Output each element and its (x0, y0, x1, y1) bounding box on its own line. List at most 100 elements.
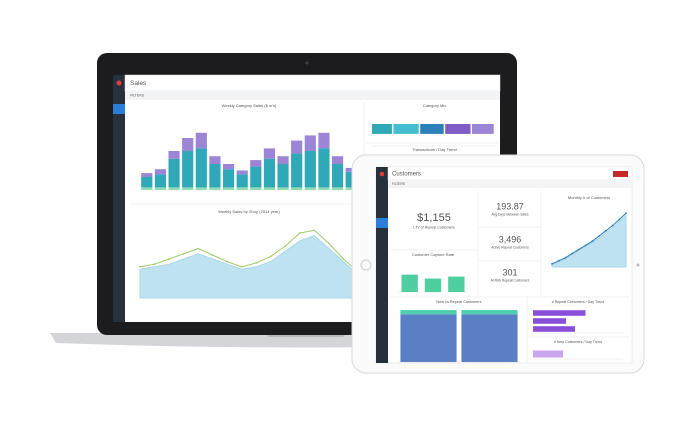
bar-segment (250, 166, 262, 188)
bar-segment (168, 187, 180, 190)
chart-title: Weekly Category Sales ($ m's) (222, 103, 277, 108)
bar-segment (209, 164, 221, 188)
kpi-value: 193.87 (496, 201, 524, 211)
kpi-label: Avg Days Between Sales (492, 213, 529, 217)
bar-segment (331, 187, 344, 190)
bar-segment (195, 132, 207, 149)
point (211, 254, 214, 256)
line (139, 229, 359, 273)
mix-segment (372, 124, 392, 134)
point (269, 255, 272, 258)
chart-title: Monthly # of Customers (568, 195, 610, 200)
chart-title: # New Customers / Day Trend (554, 340, 602, 344)
tablet-logo (379, 171, 385, 177)
mix-segment (472, 124, 494, 134)
mix-segment (420, 124, 444, 134)
point (168, 258, 170, 260)
point (255, 262, 258, 264)
bar-segment (461, 310, 518, 315)
tablet-nav-active (376, 218, 388, 228)
bar-segment (304, 151, 316, 188)
point (591, 240, 594, 243)
bar-segment (291, 153, 303, 188)
tablet-sidebar (376, 167, 388, 363)
point (313, 229, 316, 232)
point (328, 242, 330, 245)
point (598, 235, 600, 237)
chart-title: Transactions / Day Trend (412, 147, 457, 152)
kpi-value: $1,155 (417, 212, 451, 224)
bar-segment (168, 158, 180, 188)
laptop-filter-bar (125, 91, 500, 100)
laptop-charts: Weekly Category Sales ($ m's) Category Mi… (139, 103, 498, 299)
kpi-value: 3,496 (499, 234, 522, 244)
point (182, 252, 185, 255)
point (139, 265, 141, 268)
bar-segment (154, 174, 167, 188)
bar-segment (141, 177, 153, 188)
laptop-app-title: Sales (130, 80, 147, 87)
bar-segment (195, 148, 207, 188)
laptop-nav-active (113, 104, 125, 114)
point (557, 259, 560, 262)
bar-segment (263, 187, 276, 190)
point (298, 232, 301, 234)
bar-segment (154, 169, 167, 175)
bar-segment (461, 314, 518, 362)
bar-segment (141, 173, 153, 177)
laptop-sidebar (113, 75, 125, 322)
kpi-label: LTV of Repeat Customers (413, 225, 454, 229)
tablet-action-button[interactable] (613, 171, 628, 177)
bar-segment (222, 187, 235, 190)
point (342, 258, 345, 260)
bar (448, 276, 465, 292)
bar-segment (250, 187, 262, 190)
hbar (533, 318, 566, 324)
point (578, 248, 580, 251)
tablet-header (387, 166, 633, 181)
bar-segment (277, 187, 289, 190)
bar-segment (182, 138, 194, 151)
kpi-label: At Risk Repeat Customers (491, 279, 530, 283)
laptop-filter-label[interactable]: FILTERS (130, 93, 145, 97)
bar-segment (318, 148, 330, 188)
point (226, 260, 229, 263)
area (551, 214, 627, 268)
bar (424, 278, 442, 292)
laptop-logo (116, 80, 122, 86)
point (551, 263, 553, 265)
point (625, 212, 627, 215)
chart-title: New vs Repeat Customers (436, 300, 481, 304)
bar-segment (345, 167, 357, 172)
bar-segment (209, 187, 221, 190)
bar-segment (168, 151, 180, 159)
bar-segment (154, 187, 167, 190)
bar-segment (250, 160, 262, 167)
bar-segment (182, 187, 194, 190)
line (551, 212, 627, 265)
hbar (533, 310, 586, 316)
bar-segment (291, 187, 303, 190)
bar-segment (222, 169, 235, 188)
mix-segment (445, 124, 471, 134)
point (584, 244, 587, 247)
bar-segment (345, 171, 357, 188)
bar-segment (304, 187, 316, 190)
hbar (533, 350, 563, 358)
chart-title: Weekly Sales by Shop (2014 year) (218, 209, 280, 214)
point (611, 224, 614, 227)
tablet-filter-label[interactable]: FILTERS (392, 182, 405, 186)
kpi-label: Active Repeat Customers (491, 246, 529, 250)
bar-segment (236, 170, 248, 175)
chart-title: Category Mix (423, 103, 447, 108)
laptop-header (124, 74, 501, 92)
point (153, 263, 156, 266)
bar-segment (277, 164, 289, 188)
bar (401, 274, 418, 292)
bar-segment (318, 187, 330, 190)
point (197, 247, 200, 250)
tablet-card-borders (390, 191, 630, 362)
hbar (533, 326, 575, 332)
